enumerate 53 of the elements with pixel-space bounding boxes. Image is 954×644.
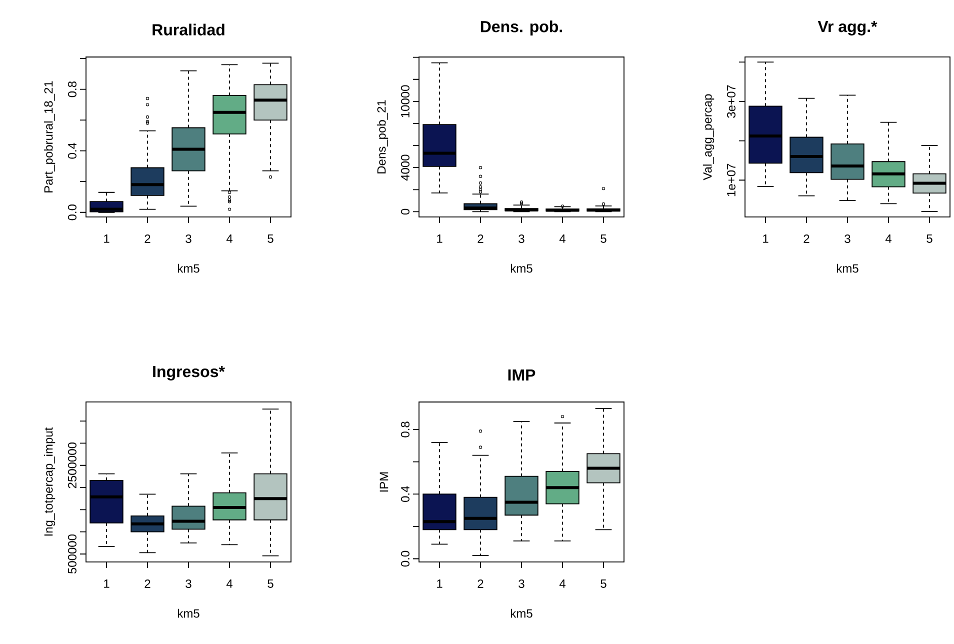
x-tick-label: 4 [559,580,566,588]
chart-title: IMP [508,369,536,380]
x-axis-title: km5 [510,264,532,273]
y-tick-label: 0.8 [68,81,76,98]
y-tick-label: 500000 [68,534,76,574]
chart-title: Vr agg.* [818,21,878,36]
x-tick-label: 3 [518,234,524,244]
x-tick-label: 5 [268,234,274,243]
y-axis-title: Dens_pob_21 [376,100,388,174]
chart-title: Dens. pob. [480,20,562,36]
y-tick-label: 3e+07 [726,85,736,118]
x-tick-label: 4 [226,580,232,588]
y-axis-title: Part_pobrural_18_21 [44,81,56,192]
x-tick-label: 1 [437,580,442,588]
x-tick-label: 4 [885,234,892,243]
x-axis-title: km5 [510,608,532,618]
x-tick-label: 4 [226,234,232,243]
x-tick-label: 2 [144,234,150,243]
x-axis-title: km5 [836,264,858,273]
x-axis-title: km5 [178,264,200,273]
y-axis-title: Val_agg_percap [702,94,714,180]
y-tick-label: 0.8 [400,422,410,438]
y-axis-title: IPM [380,472,388,492]
x-tick-label: 5 [268,580,274,588]
x-tick-label: 1 [104,234,110,243]
y-tick-label: 0.0 [68,204,76,220]
y-tick-label: 10000 [400,85,410,118]
y-tick-label: 0 [400,208,410,215]
x-tick-label: 5 [926,234,932,243]
y-tick-label: 0.0 [400,550,410,567]
x-tick-label: 3 [518,580,524,588]
y-tick-label: 0.4 [400,486,410,502]
x-axis-title: km5 [178,608,200,618]
y-tick-label: 1e+07 [726,164,736,196]
x-tick-label: 3 [844,234,850,244]
chart-title: Ruralidad [152,24,224,36]
x-tick-label: 1 [104,580,110,588]
x-tick-label: 4 [559,234,566,243]
chart-title: Ingresos* [153,366,225,380]
x-tick-label: 3 [186,234,192,244]
x-tick-label: 5 [600,234,606,243]
y-axis-title: Ing_totpercap_imput [44,427,56,536]
x-tick-label: 3 [186,580,192,588]
x-tick-label: 2 [804,234,810,243]
x-tick-label: 1 [437,234,442,243]
y-tick-label: 0.4 [68,142,76,159]
y-tick-label: 4000 [400,154,410,181]
x-tick-label: 2 [478,234,484,243]
x-tick-label: 2 [144,580,150,588]
x-tick-label: 2 [478,580,484,588]
y-tick-label: 2500000 [68,442,76,488]
x-tick-label: 1 [763,234,768,243]
x-tick-label: 5 [600,580,606,588]
